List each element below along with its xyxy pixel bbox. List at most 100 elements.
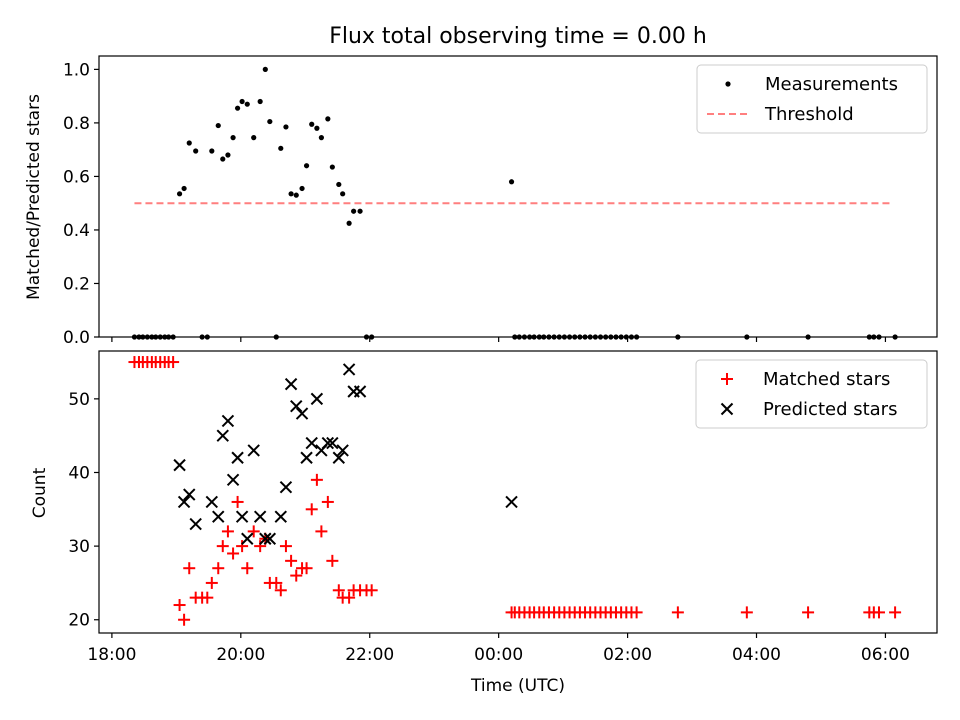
predicted-star-point <box>253 510 267 523</box>
measurement-point <box>251 135 257 141</box>
matched-star-point <box>247 525 260 538</box>
predicted-star-point <box>284 377 298 391</box>
measurement-point <box>239 98 245 105</box>
top-legend: Measurements Threshold <box>696 64 928 134</box>
bottom-x-tick-label: 04:00 <box>732 645 781 665</box>
predicted-star-point <box>332 451 346 464</box>
chart-title: Flux total observing time = 0.00 h <box>329 24 707 49</box>
matched-star-point <box>802 606 815 619</box>
matched-star-point <box>321 495 334 508</box>
predicted-star-point <box>183 488 196 501</box>
legend-measurements-marker <box>725 81 731 87</box>
predicted-star-point <box>279 481 293 494</box>
bottom-y-tick-label: 50 <box>68 390 90 410</box>
top-y-tick-label: 0.4 <box>63 221 90 241</box>
matched-star-point <box>365 584 378 597</box>
predicted-star-point <box>247 444 260 457</box>
matched-star-point <box>167 356 180 369</box>
measurement-point <box>234 105 241 111</box>
matched-star-point <box>212 562 225 575</box>
measurement-point <box>193 148 199 154</box>
predicted-star-point <box>221 414 235 428</box>
measurement-point <box>351 208 357 214</box>
top-panel: 0.0 0.2 0.4 0.6 0.8 1.0 Matched/Predicted sta… <box>24 55 938 348</box>
bottom-y-tick-label: 20 <box>68 611 90 631</box>
measurement-point <box>299 185 305 192</box>
measurement-point <box>288 191 294 197</box>
bottom-legend-frame <box>695 359 928 429</box>
matched-star-point <box>305 503 318 516</box>
predicted-star-point <box>326 436 339 450</box>
predicted-star-point <box>241 532 254 545</box>
top-y-tick-label: 0.0 <box>63 328 90 348</box>
matched-star-point <box>740 606 753 619</box>
bottom-axis-ticks: 20 30 40 50 18:00 20:00 22:00 00:00 02:00 04:00 06… <box>68 390 910 665</box>
measurement-point <box>283 124 289 130</box>
predicted-star-point <box>173 458 186 472</box>
matched-star-point <box>221 525 234 538</box>
measurement-point <box>346 220 352 226</box>
measurement-point <box>293 192 299 198</box>
measurement-point <box>186 140 192 146</box>
matched-star-point <box>183 562 196 575</box>
predicted-star-point <box>274 510 287 523</box>
matched-star-point <box>332 584 345 597</box>
matched-star-point <box>279 540 292 553</box>
measurement-point <box>329 164 335 170</box>
matched-star-point <box>254 540 267 553</box>
measurement-point <box>220 156 226 162</box>
matched-star-point <box>216 540 229 553</box>
measurement-point <box>181 185 187 192</box>
bottom-legend: Matched stars Predicted stars <box>695 359 928 429</box>
measurement-point <box>340 191 346 197</box>
matched-star-point <box>270 576 283 589</box>
predicted-star-point <box>216 429 229 442</box>
top-axis-ticks: 0.0 0.2 0.4 0.6 0.8 1.0 <box>63 60 887 348</box>
predicted-star-point <box>205 495 219 509</box>
predicted-star-point <box>177 495 191 509</box>
predicted-star-point <box>305 436 318 450</box>
legend-measurements-label: Measurements <box>765 74 898 95</box>
bottom-y-axis-label: Count <box>30 467 50 518</box>
measurement-point <box>244 101 250 107</box>
measurement-point <box>215 122 221 129</box>
matched-star-point <box>227 547 240 560</box>
top-y-tick-label: 0.2 <box>63 274 90 294</box>
predicted-layer <box>173 363 518 545</box>
predicted-star-point <box>226 473 240 487</box>
legend-threshold-label: Threshold <box>764 104 854 125</box>
matched-star-point <box>671 606 684 619</box>
predicted-star-point <box>321 436 335 450</box>
matched-star-point <box>285 554 298 567</box>
measurement-point <box>357 208 363 214</box>
bottom-x-tick-label: 20:00 <box>216 645 265 665</box>
matched-star-point <box>300 562 313 575</box>
bottom-y-tick-label: 40 <box>68 463 90 483</box>
predicted-star-point <box>290 400 303 413</box>
predicted-star-point <box>235 510 249 523</box>
matched-star-point <box>315 525 328 538</box>
predicted-star-point <box>295 407 309 420</box>
top-y-tick-label: 0.8 <box>63 114 90 134</box>
predicted-star-point <box>353 385 367 398</box>
bottom-panel: 20 30 40 50 18:00 20:00 22:00 00:00 02:00 04:00 06… <box>30 350 938 696</box>
matched-star-point <box>326 554 339 567</box>
top-y-axis-label: Matched/Predicted stars <box>24 94 44 300</box>
measurement-point <box>225 152 231 158</box>
top-y-tick-label: 0.6 <box>63 167 90 187</box>
bottom-y-tick-label: 30 <box>68 537 90 557</box>
predicted-star-point <box>342 363 356 376</box>
predicted-star-point <box>336 444 349 457</box>
matched-star-point <box>205 576 218 589</box>
top-y-tick-label: 1.0 <box>63 60 90 80</box>
measurement-point <box>278 145 284 151</box>
predicted-star-point <box>189 517 202 531</box>
matched-star-point <box>231 495 244 508</box>
bottom-x-tick-label: 22:00 <box>345 645 394 665</box>
predicted-star-point <box>259 532 272 545</box>
legend-matched-label: Matched stars <box>763 369 890 390</box>
matched-star-point <box>310 473 323 486</box>
measurement-point <box>309 121 315 127</box>
measurement-point <box>267 118 273 125</box>
